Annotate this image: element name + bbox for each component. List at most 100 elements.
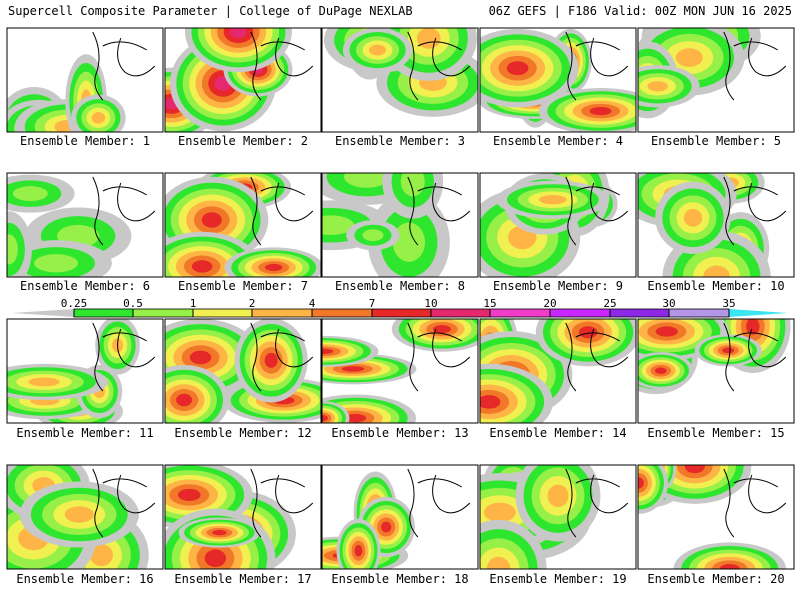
scale-tick-label: 0.25 [61,297,88,310]
run-valid-time: 06Z GEFS | F186 Valid: 00Z MON JUN 16 20… [488,4,792,18]
scale-bin-11 [669,309,729,317]
member-label-2: Ensemble Member: 2 [177,134,309,148]
lake-outline [565,468,629,538]
panel-frame [6,464,164,570]
ensemble-panel-20 [637,464,795,570]
lake-outline [92,322,156,392]
panel-frame [637,318,795,424]
panel-frame [321,172,479,278]
scp-field [165,465,296,569]
scale-bin-6 [372,309,431,317]
scale-bin-10 [610,309,669,317]
ensemble-panel-5 [637,27,795,133]
member-label-20: Ensemble Member: 20 [647,572,785,586]
panel-frame [479,172,637,278]
scale-bin-1 [74,309,133,317]
scale-arrow-left [12,309,74,317]
lake-outline [407,176,471,246]
lake-outline [250,31,314,101]
scp-field [7,174,132,277]
ensemble-panel-4 [479,27,637,133]
member-label-8: Ensemble Member: 8 [334,279,466,293]
scp-field [480,465,601,569]
scp-field [480,173,618,277]
panel-frame [321,464,479,570]
scale-tick-label: 35 [722,297,735,310]
scp-field [480,319,636,423]
scp-field [322,319,478,423]
lake-outline [723,468,787,538]
lake-outline [565,176,629,246]
panel-frame [164,172,322,278]
panel-frame [479,318,637,424]
ensemble-panel-12 [164,318,322,424]
ensemble-panel-17 [164,464,322,570]
scp-field [7,54,126,132]
ensemble-panel-15 [637,318,795,424]
scp-field [165,173,321,277]
ensemble-panel-10 [637,172,795,278]
lake-outline [407,468,471,538]
panel-frame [637,172,795,278]
scale-tick-label: 15 [483,297,496,310]
member-label-9: Ensemble Member: 9 [492,279,624,293]
ensemble-panel-18 [321,464,479,570]
ensemble-panel-11 [6,318,164,424]
member-label-10: Ensemble Member: 10 [647,279,785,293]
scale-bin-3 [193,309,252,317]
lake-outline [250,468,314,538]
member-label-15: Ensemble Member: 15 [647,426,785,440]
panel-frame [479,464,637,570]
panel-frame [6,172,164,278]
ensemble-panel-6 [6,172,164,278]
panel-frame [637,27,795,133]
member-label-5: Ensemble Member: 5 [650,134,782,148]
panel-frame [479,27,637,133]
scale-arrow-right [729,309,788,317]
scale-bin-8 [490,309,550,317]
scale-bin-7 [431,309,490,317]
scale-tick-label: 0.5 [123,297,143,310]
scale-bin-9 [550,309,610,317]
scp-field [324,28,478,117]
scp-field [638,319,791,395]
scale-tick-label: 25 [603,297,616,310]
scale-tick-label: 20 [543,297,556,310]
scale-tick-label: 4 [309,297,316,310]
ensemble-panel-2 [164,27,322,133]
member-label-13: Ensemble Member: 13 [331,426,469,440]
lake-outline [250,176,314,246]
lake-outline [92,176,156,246]
member-label-4: Ensemble Member: 4 [492,134,624,148]
scp-field [638,173,771,277]
panel-frame [321,27,479,133]
scale-tick-label: 2 [249,297,256,310]
scale-bin-5 [312,309,372,317]
panel-frame [164,27,322,133]
lake-outline [723,176,787,246]
scale-tick-label: 30 [662,297,675,310]
ensemble-panel-13 [321,318,479,424]
member-label-19: Ensemble Member: 19 [489,572,627,586]
scale-bin-2 [133,309,193,317]
lake-outline [92,468,156,538]
page-title: Supercell Composite Parameter | College … [8,4,413,18]
member-label-18: Ensemble Member: 18 [331,572,469,586]
lake-outline [723,31,787,101]
scp-field [322,173,450,277]
panel-frame [6,27,164,133]
scale-tick-label: 1 [190,297,197,310]
scp-field [638,465,786,569]
lake-outline [407,322,471,392]
scp-field [165,28,293,132]
ensemble-panel-7 [164,172,322,278]
ensemble-panel-8 [321,172,479,278]
ensemble-panel-3 [321,27,479,133]
panel-frame [321,318,479,424]
panel-frame [164,464,322,570]
member-label-6: Ensemble Member: 6 [19,279,151,293]
scp-field [638,28,761,119]
lake-outline [92,31,156,101]
ensemble-panel-16 [6,464,164,570]
